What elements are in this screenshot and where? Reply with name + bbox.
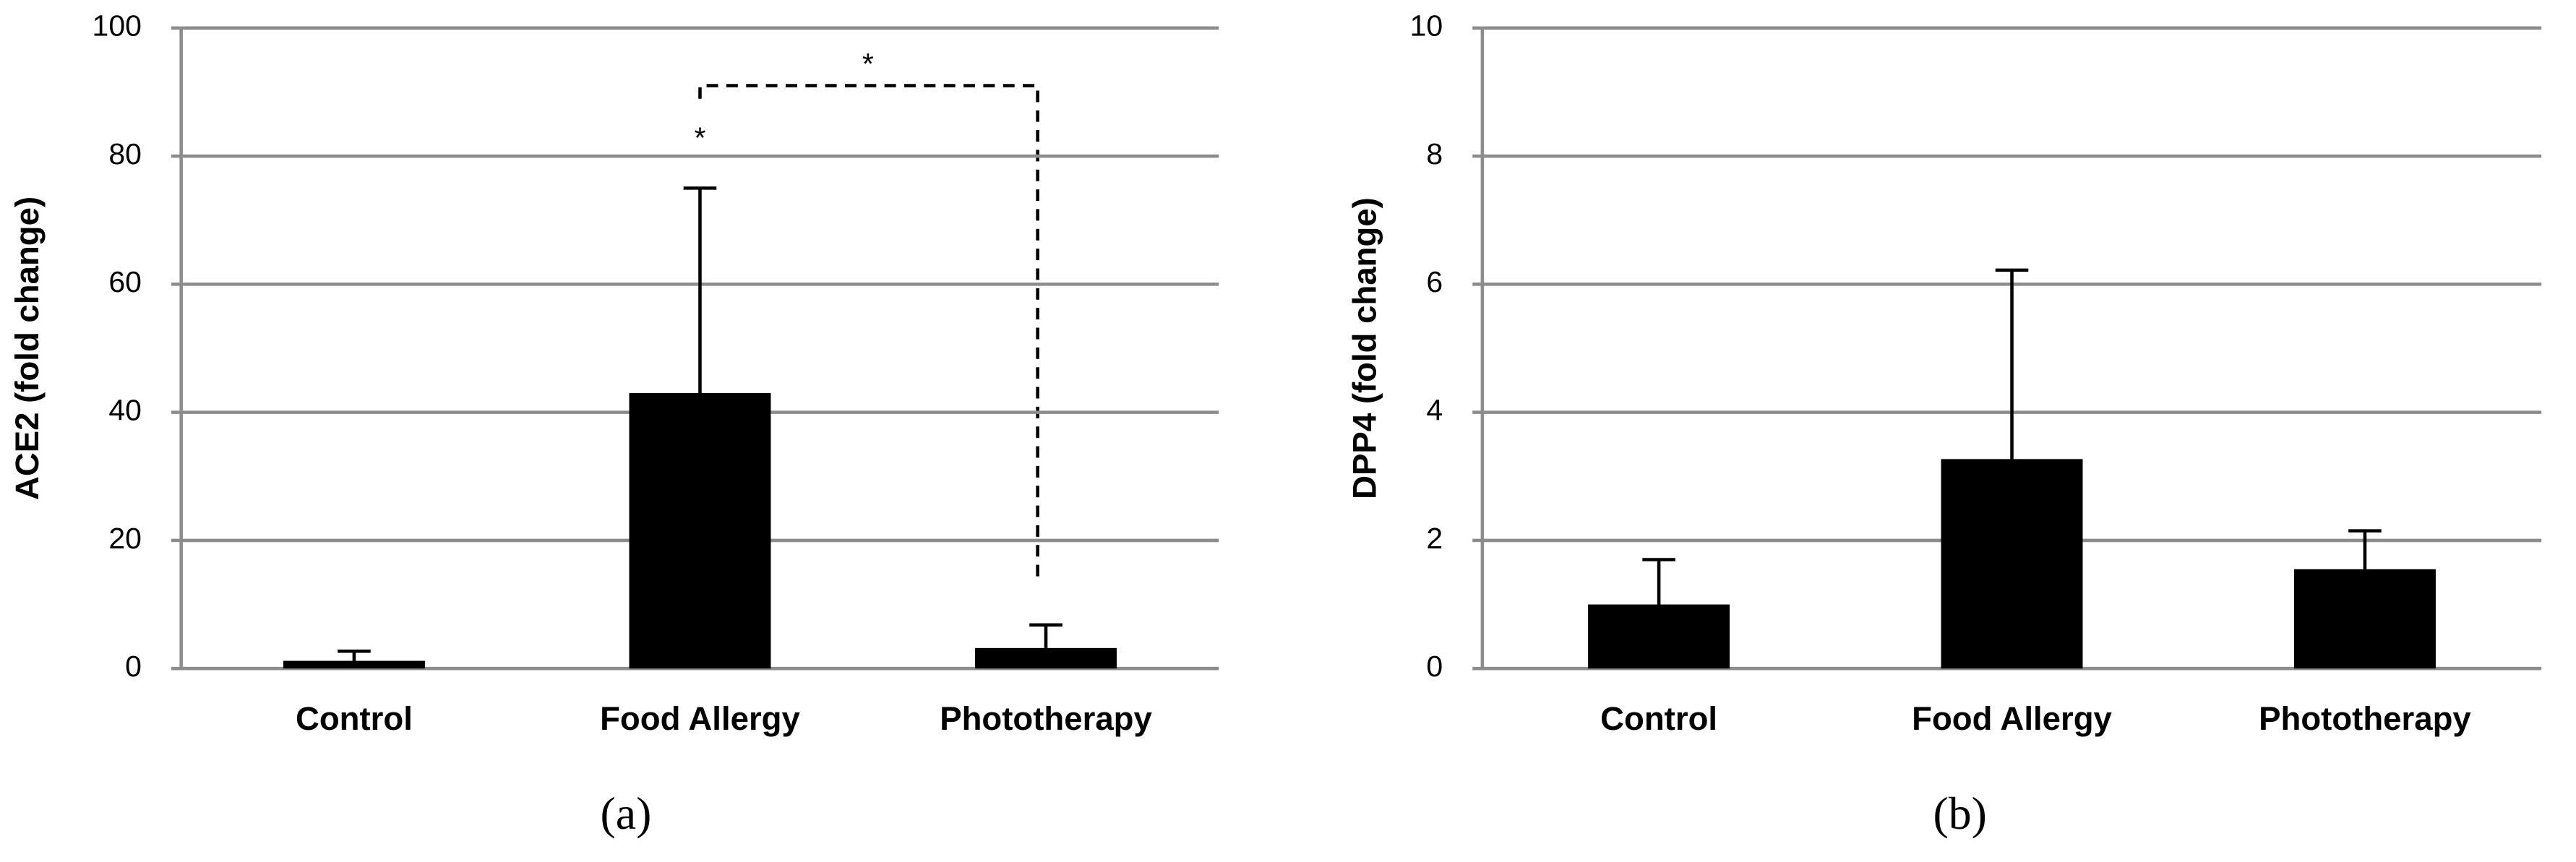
y-axis-label: ACE2 (fold change) (9, 197, 46, 500)
error-bar (2348, 529, 2382, 569)
y-tick-label: 6 (1426, 265, 1443, 298)
bar (283, 660, 425, 669)
x-tick-label: Phototherapy (2259, 700, 2471, 737)
y-tick-label: 2 (1426, 522, 1443, 555)
significance-bracket (698, 84, 1039, 585)
y-axis-label: DPP4 (fold change) (1346, 197, 1383, 499)
error-bar (1642, 558, 1675, 605)
x-tick-label: Phototherapy (940, 700, 1152, 737)
bar (1588, 604, 1730, 669)
panel-label: (b) (1933, 788, 1987, 839)
y-tick-label: 80 (108, 137, 142, 171)
y-tick-label: 100 (93, 9, 142, 43)
x-tick-label: Control (1600, 700, 1717, 737)
y-tick-label: 20 (108, 522, 142, 555)
bar (975, 647, 1117, 669)
error-bar (1029, 623, 1062, 648)
y-tick-label: 10 (1410, 9, 1443, 43)
bar (1941, 459, 2083, 669)
y-tick-label: 0 (1426, 650, 1443, 683)
x-tick-label: Food Allergy (1912, 700, 2112, 737)
error-bar (338, 650, 371, 661)
y-tick-label: 8 (1426, 137, 1443, 171)
x-tick-label: Food Allergy (600, 700, 800, 737)
panel-label: (a) (601, 788, 652, 839)
bar (2293, 569, 2436, 669)
y-tick-label: 0 (125, 650, 142, 683)
significance-star: * (862, 47, 874, 80)
x-tick-label: Control (296, 700, 413, 737)
y-tick-label: 60 (108, 265, 142, 298)
y-tick-label: 40 (108, 393, 142, 426)
significance-star: * (694, 121, 705, 155)
y-tick-label: 4 (1426, 393, 1443, 426)
error-bar (1995, 268, 2029, 460)
bar (629, 393, 771, 669)
error-bar (683, 186, 717, 394)
